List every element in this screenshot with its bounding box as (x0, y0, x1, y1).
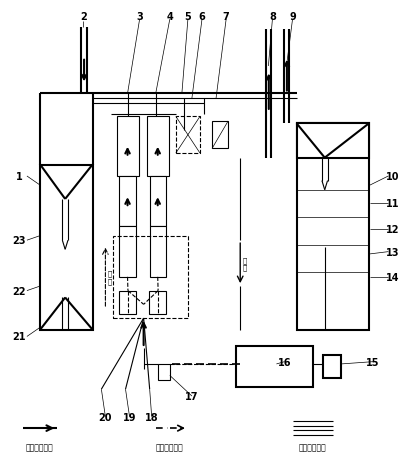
Bar (120, 176, 135, 227)
Bar (113, 236, 188, 319)
Text: 下
行: 下 行 (242, 257, 246, 270)
Bar (117, 117, 139, 176)
Text: 4: 4 (166, 12, 173, 21)
Bar (323, 355, 341, 378)
Text: 气体流动方向: 气体流动方向 (26, 442, 54, 451)
Text: 7: 7 (223, 12, 230, 21)
Bar (40, 165, 93, 330)
Bar (297, 124, 369, 158)
Text: 22: 22 (12, 286, 26, 296)
Bar (297, 124, 369, 330)
Bar (158, 364, 170, 380)
Text: 1: 1 (16, 172, 22, 181)
Text: 活塞运行方向: 活塞运行方向 (156, 442, 184, 451)
Text: 3: 3 (136, 12, 143, 21)
Text: 6: 6 (199, 12, 205, 21)
Text: 14: 14 (386, 272, 400, 282)
Text: 19: 19 (123, 412, 136, 422)
Text: 18: 18 (145, 412, 158, 422)
Text: 16: 16 (278, 357, 291, 367)
Bar (212, 122, 228, 149)
Bar (149, 291, 166, 314)
Bar (236, 346, 313, 387)
Text: 20: 20 (99, 412, 112, 422)
Bar (147, 117, 169, 176)
Text: 17: 17 (185, 391, 199, 401)
Text: 12: 12 (386, 224, 400, 234)
Text: 13: 13 (386, 247, 400, 257)
Bar (150, 227, 166, 277)
Text: 9: 9 (289, 12, 296, 21)
Bar (120, 291, 136, 314)
Text: 21: 21 (12, 332, 26, 342)
Text: 15: 15 (366, 357, 380, 367)
Text: 10: 10 (386, 172, 400, 181)
Text: 8: 8 (269, 12, 276, 21)
Text: 压缩空气管路: 压缩空气管路 (299, 442, 326, 451)
Text: 2: 2 (80, 12, 86, 21)
Text: 上
行: 上 行 (107, 270, 112, 284)
Text: 23: 23 (12, 236, 26, 246)
Text: 5: 5 (184, 12, 191, 21)
Text: 11: 11 (386, 199, 400, 209)
Bar (176, 117, 200, 154)
Bar (150, 176, 166, 227)
Bar (120, 227, 135, 277)
